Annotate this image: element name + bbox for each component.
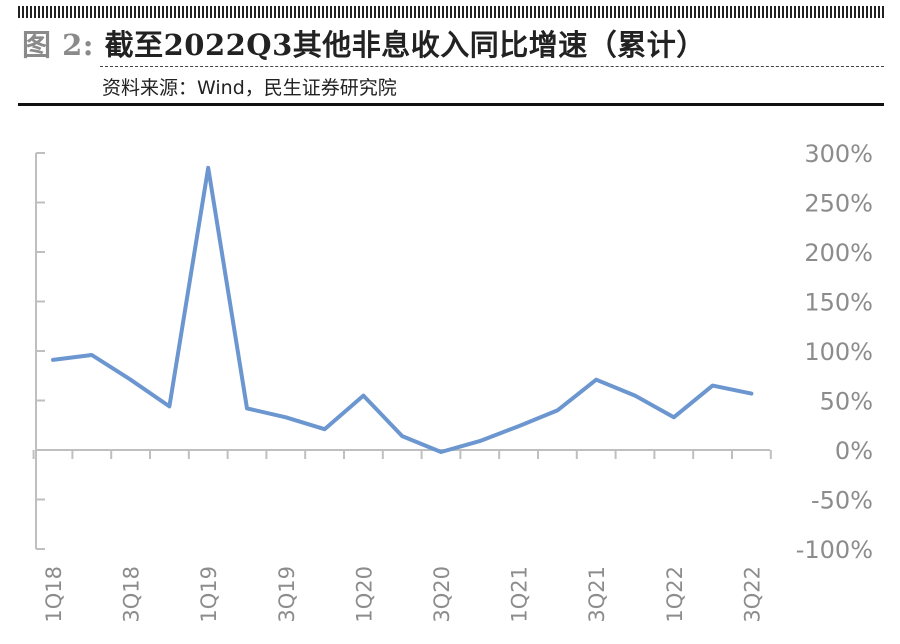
x-tick-label-6: 1Q21 [508,566,532,623]
x-tick-label-2: 1Q19 [197,566,221,623]
x-tick-label-5: 3Q20 [430,566,454,623]
figure-number: 图 2: [22,28,94,62]
data-point-4Q21 [633,394,637,398]
y-tick-label-2: 200% [804,239,873,267]
y-tick-label-5: 50% [820,388,873,416]
data-point-1Q20 [361,394,365,398]
data-point-1Q21 [517,424,521,428]
y-tick-label-1: 250% [804,190,873,218]
series-line [51,165,754,454]
x-tick-label-1: 3Q18 [120,566,144,623]
y-tick-label-0: 300% [804,140,873,168]
data-point-3Q22 [749,392,753,396]
y-tick-label-4: 100% [804,338,873,366]
data-point-1Q18 [51,358,55,362]
y-tick-label-8: -100% [796,536,873,564]
data-point-3Q19 [284,415,288,419]
figure-title: 图 2: 截至2022Q3其他非息收入同比增速（累计） [22,22,706,64]
data-point-4Q20 [478,439,482,443]
y-tick-label-7: -50% [811,487,873,515]
data-point-2Q22 [711,384,715,388]
data-point-3Q20 [439,450,443,454]
figure-title-text: 截至2022Q3其他非息收入同比增速（累计） [104,28,706,62]
data-point-3Q18 [129,378,133,382]
data-point-2Q18 [90,353,94,357]
x-tick-label-8: 1Q22 [663,566,687,623]
header-bottom-rule [18,103,884,106]
data-point-4Q19 [323,427,327,431]
data-point-4Q18 [167,404,171,408]
x-tick-label-0: 1Q18 [42,566,66,623]
data-point-1Q19 [206,166,210,170]
x-tick-label-9: 3Q22 [740,566,764,623]
title-divider [100,66,884,67]
data-point-3Q21 [594,378,598,382]
source-note: 资料来源：Wind，民生证券研究院 [102,77,397,99]
top-dotted-rule [18,6,884,18]
y-tick-label-6: 0% [835,437,873,465]
data-point-1Q22 [672,415,676,419]
data-point-2Q19 [245,406,249,410]
x-tick-label-4: 1Q20 [352,566,376,623]
x-tick-label-7: 3Q21 [585,566,609,623]
data-point-2Q21 [555,408,559,412]
data-point-2Q20 [400,434,404,438]
x-tick-label-3: 3Q19 [275,566,299,623]
y-tick-label-3: 150% [804,289,873,317]
